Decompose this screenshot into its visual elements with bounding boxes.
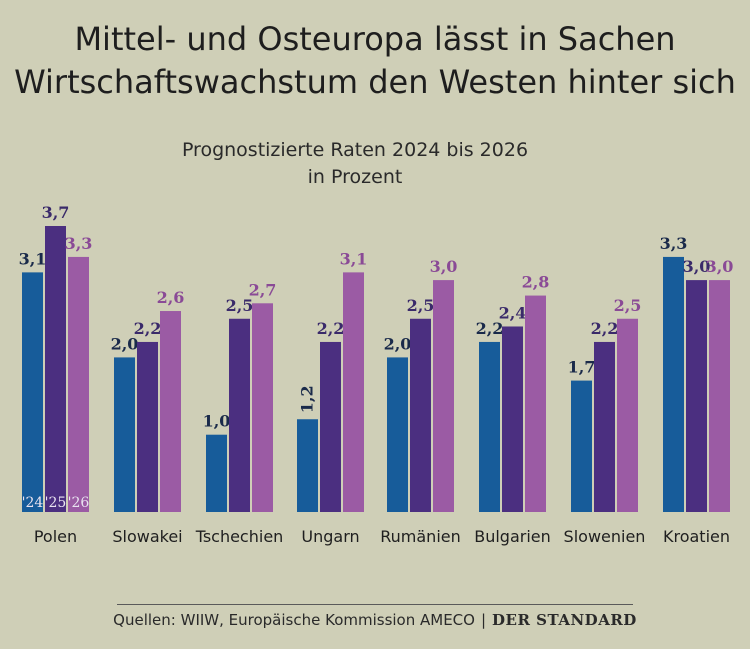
bar-tschechien-0	[206, 434, 227, 512]
chart-subtitle-line2: in Prozent	[307, 166, 403, 188]
bar-slowakei-1	[137, 341, 158, 512]
data-label: 2,2	[476, 319, 504, 338]
data-label: 3,0	[430, 257, 458, 276]
data-label: 2,2	[134, 319, 162, 338]
bar-slowenien-0	[571, 380, 592, 512]
bar-bulgarien-1	[502, 326, 523, 512]
source-divider	[117, 604, 633, 605]
legend-year-label: '26	[68, 495, 90, 511]
data-label: 3,1	[340, 249, 368, 268]
category-label: Slowenien	[564, 527, 646, 546]
bar-chart: 3,13,73,3Polen2,02,22,6Slowakei1,02,52,7…	[19, 203, 734, 546]
bar-slowakei-2	[160, 311, 181, 512]
bar-slowakei-0	[114, 357, 135, 512]
data-label: 1,7	[568, 358, 596, 377]
brand-logo: DER STANDARD	[492, 611, 637, 629]
bar-rumänien-0	[387, 357, 408, 512]
bar-rumänien-1	[410, 318, 431, 512]
bar-tschechien-2	[252, 303, 273, 512]
bar-kroatien-1	[686, 280, 707, 512]
chart-subtitle-line1: Prognostizierte Raten 2024 bis 2026	[181, 139, 529, 161]
bar-kroatien-0	[663, 256, 684, 512]
data-label: 2,2	[591, 319, 619, 338]
bar-ungarn-1	[320, 341, 341, 512]
bar-ungarn-0	[297, 419, 318, 512]
data-label: 2,6	[157, 288, 185, 307]
chart-title-line2: Wirtschaftswachstum den Westen hinter si…	[14, 63, 736, 101]
data-label: 2,5	[226, 296, 254, 315]
category-label: Bulgarien	[474, 527, 551, 546]
bar-polen-0	[22, 272, 43, 512]
bar-slowenien-1	[594, 341, 615, 512]
data-label: 3,3	[660, 234, 688, 253]
bar-polen-2	[68, 256, 89, 512]
chart-title-line1: Mittel- und Osteuropa lässt in Sachen	[74, 20, 676, 58]
data-label: 2,0	[384, 334, 412, 353]
data-label: 1,0	[203, 412, 231, 431]
data-label: 3,7	[42, 203, 70, 222]
data-label: 2,5	[614, 296, 642, 315]
data-label: 3,3	[65, 234, 93, 253]
data-label: 3,1	[19, 249, 47, 268]
data-label: 2,5	[407, 296, 435, 315]
category-label: Kroatien	[663, 527, 730, 546]
source-separator: |	[480, 611, 487, 629]
chart-title: Mittel- und Osteuropa lässt in Sachen Wi…	[0, 18, 750, 104]
bar-ungarn-2	[343, 272, 364, 512]
chart-subtitle: Prognostizierte Raten 2024 bis 2026 in P…	[0, 137, 710, 191]
source-line: Quellen: WIIW, Europäische Kommission AM…	[0, 611, 750, 629]
data-label: 2,8	[522, 273, 550, 292]
data-label: 2,4	[499, 303, 527, 322]
data-label: 1,2	[298, 385, 317, 413]
bar-bulgarien-0	[479, 341, 500, 512]
bar-bulgarien-2	[525, 295, 546, 512]
category-label: Polen	[34, 527, 77, 546]
data-label: 2,7	[249, 280, 277, 299]
bar-kroatien-2	[709, 280, 730, 512]
legend-year-label: '25	[45, 495, 67, 511]
data-label: 3,0	[706, 257, 734, 276]
data-label: 3,0	[683, 257, 711, 276]
category-label: Slowakei	[112, 527, 182, 546]
category-label: Ungarn	[301, 527, 359, 546]
category-label: Rumänien	[380, 527, 461, 546]
bar-polen-1	[45, 226, 66, 512]
data-label: 2,2	[317, 319, 345, 338]
category-label: Tschechien	[195, 527, 284, 546]
legend-year-label: '24	[22, 495, 44, 511]
source-text: Quellen: WIIW, Europäische Kommission AM…	[113, 611, 475, 629]
data-label: 2,0	[111, 334, 139, 353]
bar-slowenien-2	[617, 318, 638, 512]
bar-rumänien-2	[433, 280, 454, 512]
bar-tschechien-1	[229, 318, 250, 512]
